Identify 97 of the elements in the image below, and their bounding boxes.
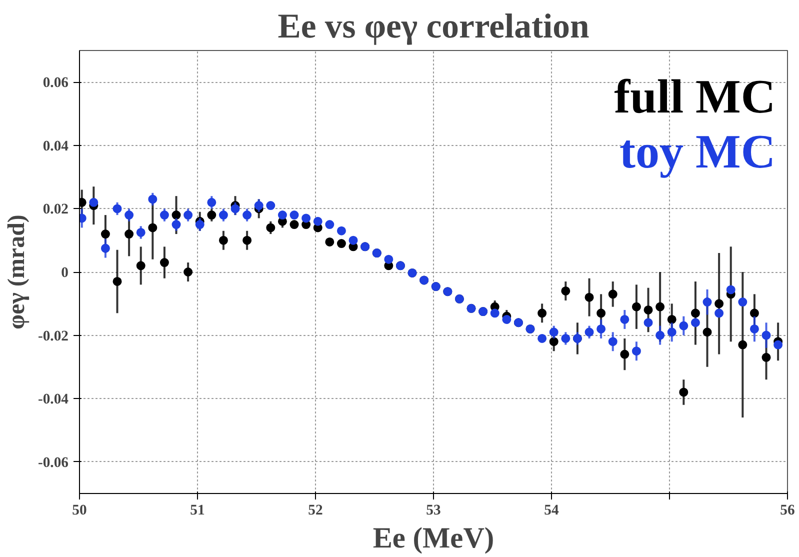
point bbox=[679, 388, 688, 397]
point bbox=[632, 302, 641, 312]
x-tick-label: 53 bbox=[426, 502, 441, 518]
point bbox=[726, 285, 736, 294]
point bbox=[549, 337, 558, 346]
point bbox=[750, 308, 759, 318]
y-tick-label: 0.02 bbox=[42, 202, 69, 218]
point bbox=[302, 214, 311, 223]
point bbox=[348, 236, 358, 245]
point bbox=[596, 324, 606, 334]
point bbox=[336, 239, 346, 248]
point bbox=[136, 261, 146, 270]
point bbox=[620, 350, 630, 359]
point bbox=[667, 314, 676, 324]
point bbox=[561, 286, 570, 296]
point bbox=[124, 210, 134, 220]
x-tick-label: 52 bbox=[308, 502, 323, 518]
point bbox=[290, 210, 299, 220]
point bbox=[762, 352, 771, 362]
point bbox=[266, 201, 276, 210]
text: full MC bbox=[614, 70, 776, 124]
x-tick-label: 56 bbox=[780, 502, 795, 518]
point bbox=[714, 299, 724, 308]
point bbox=[490, 308, 500, 318]
y-tick-label: -0.04 bbox=[38, 392, 70, 408]
point bbox=[172, 210, 181, 220]
point bbox=[230, 204, 240, 214]
point bbox=[290, 220, 299, 230]
point bbox=[632, 346, 641, 356]
point bbox=[184, 210, 193, 220]
x-tick-label: 54 bbox=[544, 502, 560, 518]
point bbox=[89, 198, 98, 207]
point bbox=[266, 223, 276, 232]
point bbox=[667, 328, 676, 337]
point bbox=[584, 328, 594, 337]
point bbox=[644, 305, 653, 314]
point bbox=[218, 210, 228, 220]
point bbox=[738, 298, 748, 307]
point bbox=[172, 220, 181, 230]
point bbox=[620, 314, 630, 324]
point bbox=[218, 236, 228, 245]
point bbox=[608, 290, 618, 299]
point bbox=[160, 210, 169, 220]
y-tick-label: -0.06 bbox=[38, 454, 68, 471]
y-tick-label: 0 bbox=[61, 265, 68, 281]
text: toy MC bbox=[620, 126, 776, 178]
point bbox=[100, 230, 110, 239]
point bbox=[124, 230, 134, 239]
point bbox=[254, 201, 264, 210]
point bbox=[644, 318, 653, 328]
point bbox=[384, 254, 394, 264]
point bbox=[561, 334, 570, 343]
point bbox=[242, 236, 252, 245]
x-tick-label: 50 bbox=[72, 502, 87, 518]
point bbox=[690, 308, 700, 318]
point bbox=[184, 268, 193, 276]
point bbox=[112, 204, 122, 214]
point bbox=[195, 220, 204, 230]
y-tick-label: 0.06 bbox=[42, 75, 69, 92]
point bbox=[100, 244, 110, 253]
point bbox=[325, 220, 334, 230]
point bbox=[690, 318, 700, 328]
point bbox=[313, 216, 322, 226]
point bbox=[502, 314, 512, 324]
point bbox=[160, 258, 169, 267]
point bbox=[325, 237, 334, 246]
y-tick-label: 0.04 bbox=[42, 138, 70, 154]
point bbox=[738, 340, 748, 350]
point bbox=[336, 226, 346, 236]
point bbox=[596, 308, 606, 318]
point bbox=[112, 277, 122, 286]
point bbox=[714, 308, 724, 318]
point bbox=[242, 210, 252, 220]
point bbox=[679, 321, 688, 330]
x-axis-title: Ee (MeV) bbox=[372, 522, 494, 554]
point bbox=[538, 308, 547, 318]
point bbox=[762, 330, 771, 340]
y-axis-title: φeγ (mrad) bbox=[4, 214, 30, 330]
point bbox=[608, 337, 618, 346]
chart-title: Ee vs φeγ correlation bbox=[278, 8, 590, 46]
point bbox=[549, 328, 558, 337]
y-tick-label: -0.02 bbox=[38, 328, 68, 344]
point bbox=[207, 210, 216, 220]
point bbox=[702, 328, 712, 337]
point bbox=[136, 228, 146, 237]
point bbox=[207, 198, 216, 207]
point bbox=[774, 340, 783, 350]
point bbox=[656, 302, 665, 312]
point bbox=[278, 210, 287, 220]
point bbox=[584, 292, 594, 302]
point bbox=[750, 324, 759, 334]
point bbox=[656, 330, 665, 340]
point bbox=[148, 223, 158, 232]
point bbox=[538, 334, 547, 343]
point bbox=[148, 194, 158, 204]
x-tick-label: 51 bbox=[190, 502, 205, 518]
point bbox=[702, 298, 712, 307]
